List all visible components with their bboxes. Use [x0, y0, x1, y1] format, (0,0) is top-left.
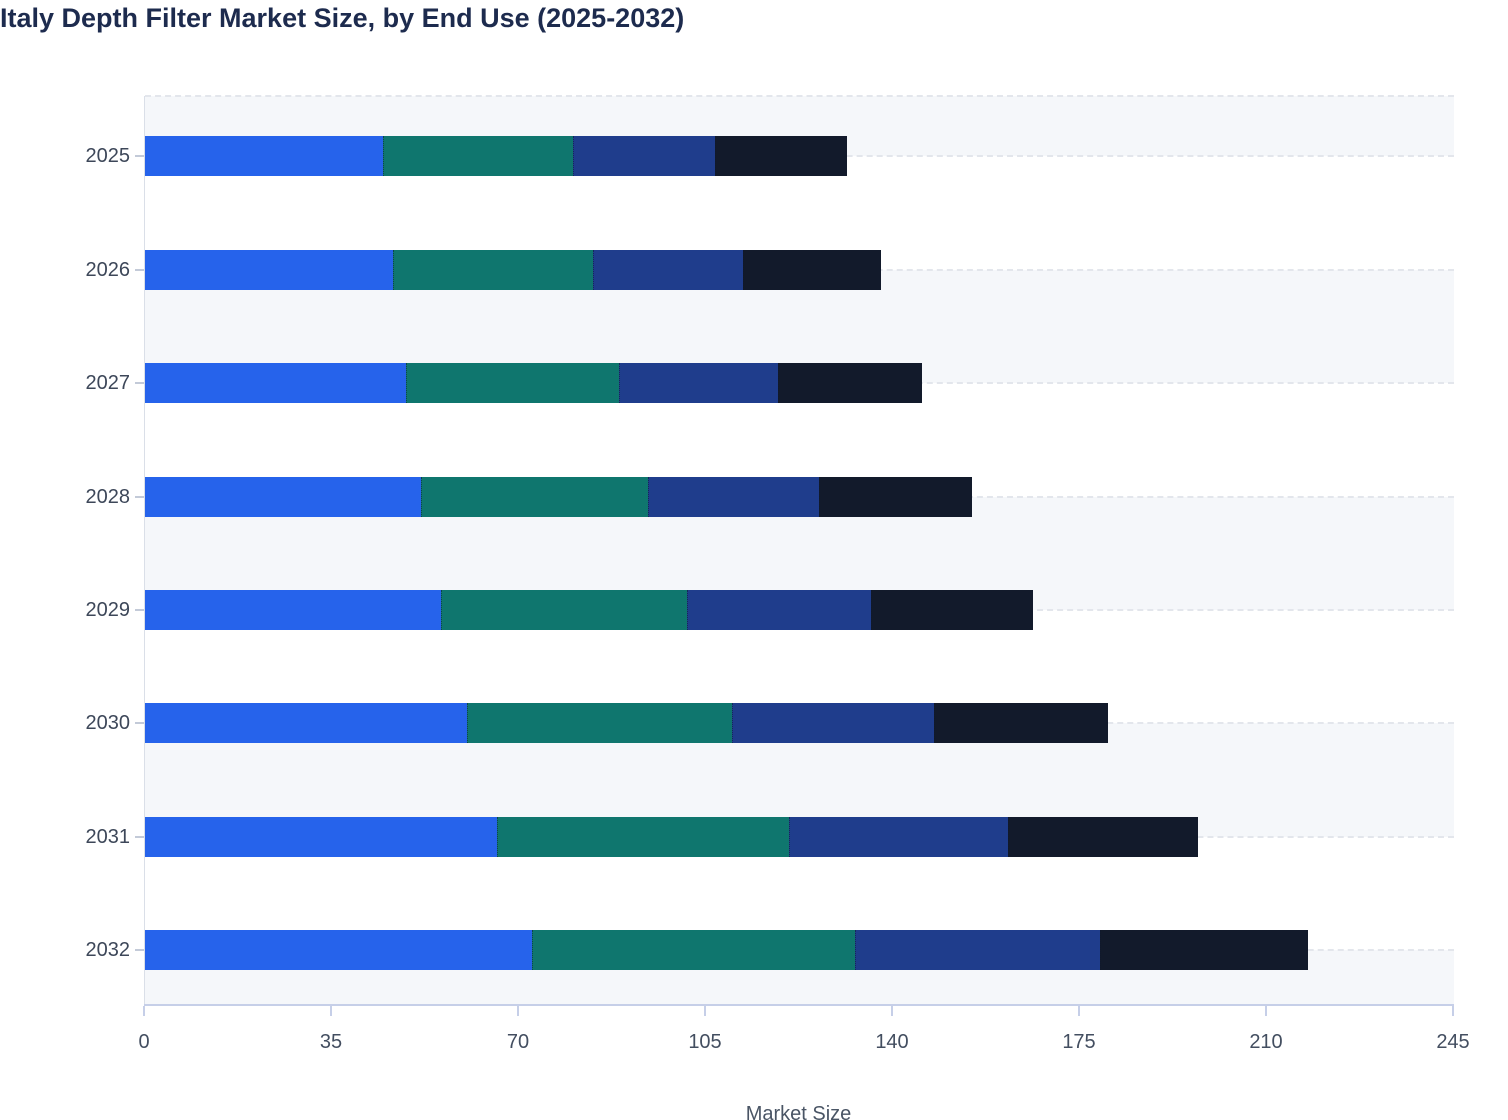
bar-segment[interactable]	[421, 476, 649, 517]
y-tick-label-2028: 2028	[85, 485, 131, 508]
stacked-bar-2026[interactable]	[145, 249, 881, 290]
bar-segment[interactable]	[854, 930, 1101, 971]
bar-segment[interactable]	[573, 136, 715, 177]
bar-segment[interactable]	[145, 590, 441, 630]
bar-segment[interactable]	[496, 816, 790, 857]
x-tick-label-210: 210	[1249, 1031, 1283, 1053]
stacked-bar-2028[interactable]	[145, 476, 973, 517]
bar-segment[interactable]	[532, 930, 855, 971]
chart-title: Italy Depth Filter Market Size, by End U…	[0, 3, 685, 33]
x-tick	[891, 1006, 893, 1016]
bar-segment[interactable]	[440, 590, 688, 630]
y-tick	[135, 382, 144, 385]
plot-area	[144, 95, 1454, 1005]
bar-segment[interactable]	[687, 590, 871, 630]
bar-segment[interactable]	[405, 363, 619, 404]
bar-segment[interactable]	[393, 249, 594, 290]
bar-segment[interactable]	[933, 703, 1108, 744]
y-tick-label-2030: 2030	[85, 712, 131, 735]
bar-segment[interactable]	[145, 363, 406, 404]
bar-segment[interactable]	[466, 703, 732, 744]
y-tick	[135, 609, 144, 611]
bar-segment[interactable]	[648, 476, 820, 517]
bar-segment[interactable]	[145, 703, 467, 744]
bar-segment[interactable]	[731, 703, 934, 744]
y-tick	[135, 949, 144, 952]
y-tick	[135, 495, 144, 498]
x-tick	[1078, 1006, 1080, 1016]
y-tick-label-2032: 2032	[85, 939, 131, 962]
bar-segment[interactable]	[789, 816, 1009, 857]
y-tick-label-2025: 2025	[85, 145, 131, 168]
x-tick	[330, 1006, 332, 1016]
stacked-bar-2029[interactable]	[145, 590, 1033, 630]
x-tick	[1452, 1006, 1454, 1016]
x-axis-line	[144, 1004, 1454, 1006]
y-tick	[135, 268, 144, 271]
stacked-bar-2027[interactable]	[145, 363, 923, 404]
bar-segment[interactable]	[742, 249, 881, 290]
bar-segment[interactable]	[714, 136, 848, 177]
x-tick-label-35: 35	[319, 1031, 343, 1053]
bar-segment[interactable]	[870, 590, 1033, 630]
x-tick	[704, 1006, 706, 1016]
y-tick-label-2027: 2027	[85, 372, 131, 395]
y-tick	[135, 722, 144, 725]
bar-segment[interactable]	[145, 930, 533, 971]
bar-segment[interactable]	[1008, 816, 1198, 857]
stacked-bar-2032[interactable]	[145, 930, 1308, 971]
x-tick-label-70: 70	[506, 1031, 530, 1053]
stacked-bar-2025[interactable]	[145, 136, 848, 177]
bar-segment[interactable]	[145, 249, 394, 290]
bar-segment[interactable]	[145, 476, 422, 517]
bar-segment[interactable]	[145, 136, 383, 177]
bar-segment[interactable]	[819, 476, 973, 517]
x-tick	[1265, 1006, 1267, 1016]
x-tick-label-175: 175	[1062, 1031, 1096, 1053]
x-tick	[143, 1006, 145, 1016]
x-tick-label-105: 105	[688, 1031, 722, 1053]
x-tick-label-245: 245	[1436, 1031, 1470, 1053]
bar-segment[interactable]	[777, 363, 923, 404]
bar-segment[interactable]	[382, 136, 574, 177]
x-tick-label-0: 0	[138, 1031, 150, 1053]
bar-segment[interactable]	[145, 816, 497, 857]
y-tick-label-2026: 2026	[85, 258, 131, 281]
y-tick-label-2031: 2031	[85, 825, 131, 848]
stacked-bar-2030[interactable]	[145, 703, 1108, 744]
bar-segment[interactable]	[1100, 930, 1308, 971]
y-tick-label-2029: 2029	[85, 599, 131, 621]
y-tick	[135, 155, 144, 158]
x-tick	[517, 1006, 519, 1016]
y-tick	[135, 835, 144, 838]
bar-segment[interactable]	[593, 249, 743, 290]
stacked-bar-2031[interactable]	[145, 816, 1198, 857]
gridline	[145, 95, 1454, 97]
x-tick-label-140: 140	[875, 1031, 909, 1053]
x-axis-title: Market Size	[745, 1103, 852, 1120]
bar-segment[interactable]	[618, 363, 778, 404]
